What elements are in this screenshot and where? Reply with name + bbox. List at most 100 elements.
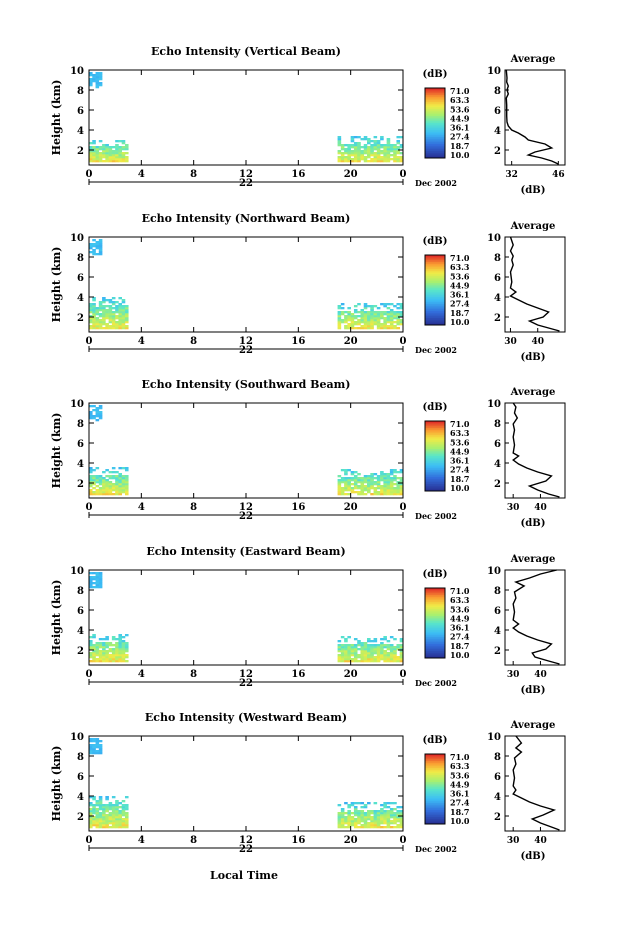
echo-cell bbox=[370, 646, 374, 649]
echo-cell bbox=[376, 156, 381, 159]
echo-cell bbox=[115, 140, 119, 143]
echo-cell bbox=[367, 489, 371, 492]
echo-cell bbox=[124, 144, 129, 147]
echo-cell bbox=[98, 660, 103, 663]
colorbar-segment bbox=[425, 144, 445, 147]
echo-cell bbox=[115, 483, 119, 486]
echo-cell bbox=[373, 656, 378, 659]
echo-cell bbox=[370, 493, 374, 496]
echo-cell bbox=[98, 574, 103, 577]
echo-cell bbox=[98, 812, 103, 815]
colorbar-segment bbox=[425, 808, 445, 811]
echo-cell bbox=[370, 321, 374, 324]
echo-cell bbox=[399, 826, 404, 829]
echo-cell bbox=[105, 658, 109, 661]
echo-cell bbox=[373, 658, 378, 661]
echo-cell bbox=[105, 818, 109, 821]
echo-cell bbox=[115, 311, 119, 314]
x-tick-label: 16 bbox=[291, 669, 305, 680]
echo-cell bbox=[380, 158, 384, 161]
echo-cell bbox=[102, 307, 106, 310]
echo-cell bbox=[367, 140, 371, 143]
colorbar-tick-label: 18.7 bbox=[450, 308, 469, 318]
echo-cell bbox=[115, 802, 119, 805]
echo-cell bbox=[92, 636, 96, 639]
colorbar-segment bbox=[425, 780, 445, 783]
echo-cell bbox=[389, 489, 394, 492]
echo-cell bbox=[340, 814, 345, 817]
echo-cell bbox=[108, 158, 113, 161]
echo-cell bbox=[373, 822, 378, 825]
avg-y-tick-label: 2 bbox=[494, 479, 501, 490]
echo-cell bbox=[118, 818, 123, 821]
echo-cell bbox=[344, 652, 348, 655]
echo-cell bbox=[386, 319, 391, 322]
echo-cell bbox=[111, 158, 116, 161]
echo-cell bbox=[102, 804, 106, 807]
colorbar-segment bbox=[425, 290, 445, 293]
colorbar-segment bbox=[425, 138, 445, 141]
echo-cell bbox=[124, 820, 129, 823]
colorbar-segment bbox=[425, 121, 445, 124]
echo-cell bbox=[115, 648, 119, 651]
echo-cell bbox=[89, 642, 93, 645]
y-tick-label: 8 bbox=[77, 752, 84, 763]
echo-cell bbox=[92, 249, 96, 252]
x-tick-label: 0 bbox=[400, 502, 407, 513]
echo-cell bbox=[373, 652, 378, 655]
echo-cell bbox=[389, 481, 394, 484]
echo-cell bbox=[118, 327, 123, 330]
echo-cell bbox=[389, 822, 394, 825]
echo-cell bbox=[353, 315, 358, 318]
colorbar-tick-label: 63.3 bbox=[450, 761, 470, 771]
echo-cell bbox=[344, 658, 348, 661]
echo-cell bbox=[98, 315, 103, 318]
echo-cell bbox=[376, 812, 381, 815]
colorbar-segment bbox=[425, 300, 445, 303]
echo-cell bbox=[367, 810, 371, 813]
echo-cell bbox=[98, 746, 103, 749]
echo-cell bbox=[111, 313, 116, 316]
colorbar-segment bbox=[425, 628, 445, 631]
echo-cell bbox=[380, 646, 384, 649]
echo-cell bbox=[367, 325, 371, 328]
echo-cell bbox=[98, 82, 103, 85]
echo-cell bbox=[124, 309, 129, 312]
echo-cell bbox=[337, 315, 342, 318]
echo-cell bbox=[98, 309, 103, 312]
echo-cell bbox=[92, 327, 96, 330]
avg-y-tick-label: 8 bbox=[494, 752, 501, 763]
echo-cell bbox=[367, 658, 371, 661]
echo-cell bbox=[95, 740, 100, 743]
echo-cell bbox=[393, 489, 397, 492]
colorbar-segment bbox=[425, 265, 445, 268]
echo-cell bbox=[102, 315, 106, 318]
echo-cell bbox=[337, 485, 342, 488]
colorbar-segment bbox=[425, 281, 445, 284]
echo-cell bbox=[124, 148, 129, 151]
echo-cell bbox=[373, 646, 378, 649]
echo-cell bbox=[373, 154, 378, 157]
echo-cell bbox=[340, 156, 345, 159]
echo-cell bbox=[350, 824, 355, 827]
colorbar-segment bbox=[425, 96, 445, 99]
echo-cell bbox=[124, 491, 129, 494]
echo-cell bbox=[367, 818, 371, 821]
echo-cell bbox=[396, 140, 401, 143]
echo-cell bbox=[376, 483, 381, 486]
colorbar-segment bbox=[425, 269, 445, 272]
echo-cell bbox=[367, 656, 371, 659]
echo-cell bbox=[357, 142, 361, 145]
colorbar-segment bbox=[425, 260, 445, 263]
echo-cell bbox=[367, 650, 371, 653]
echo-cell bbox=[102, 483, 106, 486]
echo-cell bbox=[108, 148, 113, 151]
echo-cell bbox=[118, 148, 123, 151]
echo-cell bbox=[357, 660, 361, 663]
colorbar-segment bbox=[425, 612, 445, 615]
echo-cell bbox=[350, 491, 355, 494]
echo-cell bbox=[367, 648, 371, 651]
echo-cell bbox=[95, 578, 100, 581]
echo-cell bbox=[95, 325, 100, 328]
echo-cell bbox=[89, 584, 93, 587]
